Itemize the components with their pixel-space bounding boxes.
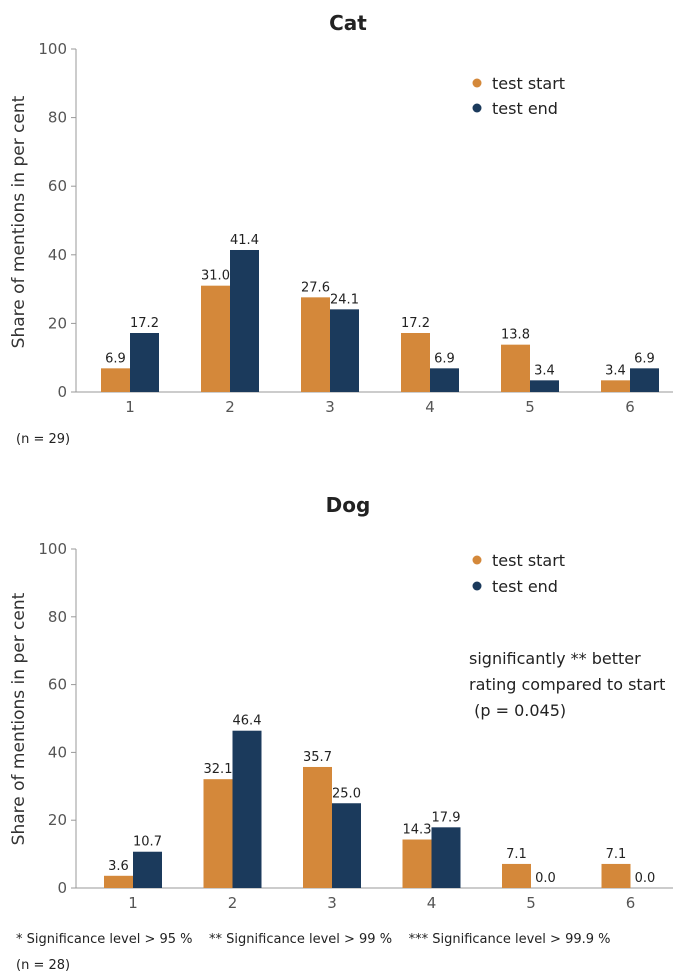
annotation-line-2: rating compared to start [469, 675, 665, 694]
legend: test start test end [472, 74, 565, 118]
legend-marker-test-end [472, 581, 482, 591]
bar-value-label: 7.1 [506, 847, 527, 862]
y-tick-label: 100 [38, 40, 67, 58]
bar-value-label: 17.2 [401, 316, 430, 331]
bar-value-label: 32.1 [204, 762, 233, 777]
sample-size-note: (n = 29) [16, 432, 70, 447]
bar-test-end [133, 851, 162, 888]
x-tick-label: 2 [228, 894, 238, 912]
annotation-line-1: significantly ** better [469, 649, 641, 668]
bar-value-label: 7.1 [606, 847, 627, 862]
bar-test-start [601, 380, 630, 392]
y-tick-label: 20 [48, 314, 67, 332]
bar-value-label: 46.4 [233, 714, 262, 729]
significance-annotation: significantly ** better rating compared … [469, 649, 665, 720]
y-tick-label: 40 [48, 743, 67, 761]
legend-label-test-end: test end [492, 99, 558, 118]
chart-cat: Cat Share of mentions in per cent 0 20 40 6… [9, 11, 673, 447]
x-tick-label: 3 [325, 398, 335, 416]
x-tick-label: 1 [128, 894, 138, 912]
bar-value-label: 10.7 [133, 835, 162, 850]
bar-test-end [232, 730, 262, 888]
axes: 0 20 40 60 80 100 1 2 3 4 5 6 [38, 540, 673, 912]
bar-test-end [332, 803, 361, 888]
bar-value-label: 27.6 [301, 280, 330, 295]
y-tick-label: 0 [57, 879, 67, 897]
legend-marker-test-start [472, 78, 482, 88]
legend-marker-test-end [472, 103, 482, 113]
bar-value-label: 17.9 [432, 810, 461, 825]
bar-test-end [330, 309, 359, 392]
bar-test-start [501, 344, 530, 392]
y-tick-label: 80 [48, 109, 67, 127]
x-tick-label: 4 [427, 894, 437, 912]
significance-legend-note: * Significance level > 95 % ** Significa… [16, 932, 611, 947]
bar-test-start [303, 766, 332, 888]
legend-label-test-start: test start [492, 551, 565, 570]
bar-test-end [430, 368, 459, 392]
legend-label-test-end: test end [492, 577, 558, 596]
bars: 6.9 17.2 31.0 41.4 27.624.1 17.2 6.9 13.8 3.4 3.4… [101, 233, 659, 392]
legend: test start test end [472, 551, 565, 596]
bar-value-label: 3.4 [605, 363, 626, 378]
bar-value-label: 3.6 [108, 859, 129, 874]
bar-value-label: 6.9 [434, 351, 455, 366]
bar-test-start [601, 863, 631, 888]
bars: 3.6 10.7 32.1 46.4 35.7 25.0 14.317.9 7.1 0.0 7.1… [104, 714, 655, 888]
chart-title: Dog [326, 493, 371, 517]
y-axis-label: Share of mentions in per cent [9, 592, 29, 845]
x-tick-label: 5 [526, 894, 536, 912]
bar-value-label: 17.2 [130, 316, 159, 331]
y-tick-label: 100 [38, 540, 67, 558]
y-tick-label: 60 [48, 676, 67, 694]
legend-marker-test-start [472, 555, 482, 565]
bar-test-end [431, 827, 461, 888]
x-tick-label: 3 [327, 894, 337, 912]
y-tick-label: 20 [48, 811, 67, 829]
y-tick-label: 40 [48, 246, 67, 264]
bar-test-end [130, 333, 159, 392]
x-tick-label: 2 [225, 398, 235, 416]
y-tick-label: 0 [57, 383, 67, 401]
bar-test-start [502, 863, 531, 888]
bar-value-label: 41.4 [230, 233, 259, 248]
annotation-line-3: (p = 0.045) [469, 701, 566, 720]
bar-test-end [530, 380, 559, 392]
chart-title: Cat [329, 11, 367, 35]
x-tick-label: 6 [625, 398, 635, 416]
bar-test-end [630, 368, 659, 392]
bar-test-start [201, 285, 230, 392]
y-tick-label: 60 [48, 177, 67, 195]
y-axis-label: Share of mentions in per cent [9, 95, 29, 348]
bar-test-start [101, 368, 130, 392]
bar-value-label: 35.7 [303, 750, 332, 765]
bar-test-start [301, 297, 330, 392]
bar-test-start [402, 839, 432, 888]
bar-value-label: 0.0 [635, 871, 656, 886]
bar-value-label: 31.0 [201, 269, 230, 284]
bar-test-start [104, 875, 133, 888]
bar-value-label: 14.3 [403, 823, 432, 838]
bar-test-start [203, 779, 233, 888]
y-tick-label: 80 [48, 608, 67, 626]
x-tick-label: 4 [425, 398, 435, 416]
legend-label-test-start: test start [492, 74, 565, 93]
bar-value-label: 6.9 [634, 351, 655, 366]
x-tick-label: 5 [525, 398, 535, 416]
bar-test-start [401, 333, 430, 392]
sample-size-note: (n = 28) [16, 958, 70, 973]
bar-value-label: 24.1 [330, 292, 359, 307]
axes: 0 20 40 60 80 100 1 2 3 4 5 6 [38, 40, 673, 416]
chart-dog: Dog Share of mentions in per cent 0 20 40 6… [9, 493, 673, 973]
bar-value-label: 13.8 [501, 328, 530, 343]
x-tick-label: 1 [125, 398, 135, 416]
bar-value-label: 25.0 [332, 786, 361, 801]
bar-value-label: 3.4 [534, 363, 555, 378]
bar-value-label: 0.0 [535, 871, 556, 886]
x-tick-label: 6 [626, 894, 636, 912]
bar-value-label: 6.9 [105, 351, 126, 366]
bar-test-end [230, 249, 259, 392]
